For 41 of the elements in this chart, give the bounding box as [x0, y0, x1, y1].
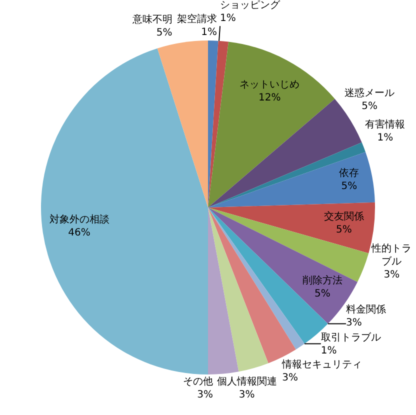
- slice-label: ショッピング: [220, 0, 282, 12]
- pie-slice: [208, 208, 239, 374]
- data-label: 1%: [201, 27, 218, 38]
- slice-label: 架空請求: [177, 13, 218, 26]
- slice-label: 対象外の相談: [49, 213, 110, 226]
- slice-label: 迷惑メール: [344, 86, 395, 99]
- pie-slice: [208, 40, 229, 208]
- pie-slice: [208, 42, 335, 208]
- data-label: 1%: [220, 13, 236, 24]
- slice-label: 交友関係: [324, 210, 364, 222]
- data-label: 3%: [346, 318, 362, 329]
- data-label: 5%: [341, 181, 358, 192]
- slice-label: ネットいじめ: [240, 80, 300, 91]
- data-label: 5%: [156, 27, 172, 38]
- pie-slice: [208, 208, 268, 372]
- data-label: 3%: [197, 389, 213, 400]
- pie-slice: [41, 48, 208, 374]
- pie-slice: [208, 208, 304, 350]
- data-label: 5%: [362, 100, 378, 112]
- data-label: 46%: [68, 227, 90, 238]
- data-label: 1%: [320, 346, 337, 357]
- data-label: 5%: [314, 288, 330, 300]
- data-label: 3%: [282, 372, 298, 384]
- slice-label: 情報セキュリティ: [281, 358, 362, 370]
- pie-slice: [157, 40, 208, 208]
- slice-label: 有害情報: [365, 118, 406, 130]
- slice-label: 性的トラブル: [370, 242, 412, 268]
- slice-label: 依存: [339, 167, 360, 180]
- data-label: 12%: [258, 92, 281, 104]
- data-label: 1%: [377, 132, 394, 144]
- slice-label: 削除方法: [302, 274, 342, 287]
- data-label: 3%: [238, 390, 255, 401]
- pie-slice: [208, 142, 366, 208]
- slice-label: 意味不明: [131, 13, 172, 26]
- data-label: 3%: [384, 269, 400, 280]
- slice-label: 料金関係: [346, 304, 386, 316]
- data-label: 5%: [336, 224, 352, 236]
- pie-slice: [208, 152, 375, 208]
- slice-label: その他: [182, 375, 213, 388]
- slice-label: 取引トラブル: [320, 332, 381, 344]
- slice-label: 個人情報関連: [216, 376, 277, 388]
